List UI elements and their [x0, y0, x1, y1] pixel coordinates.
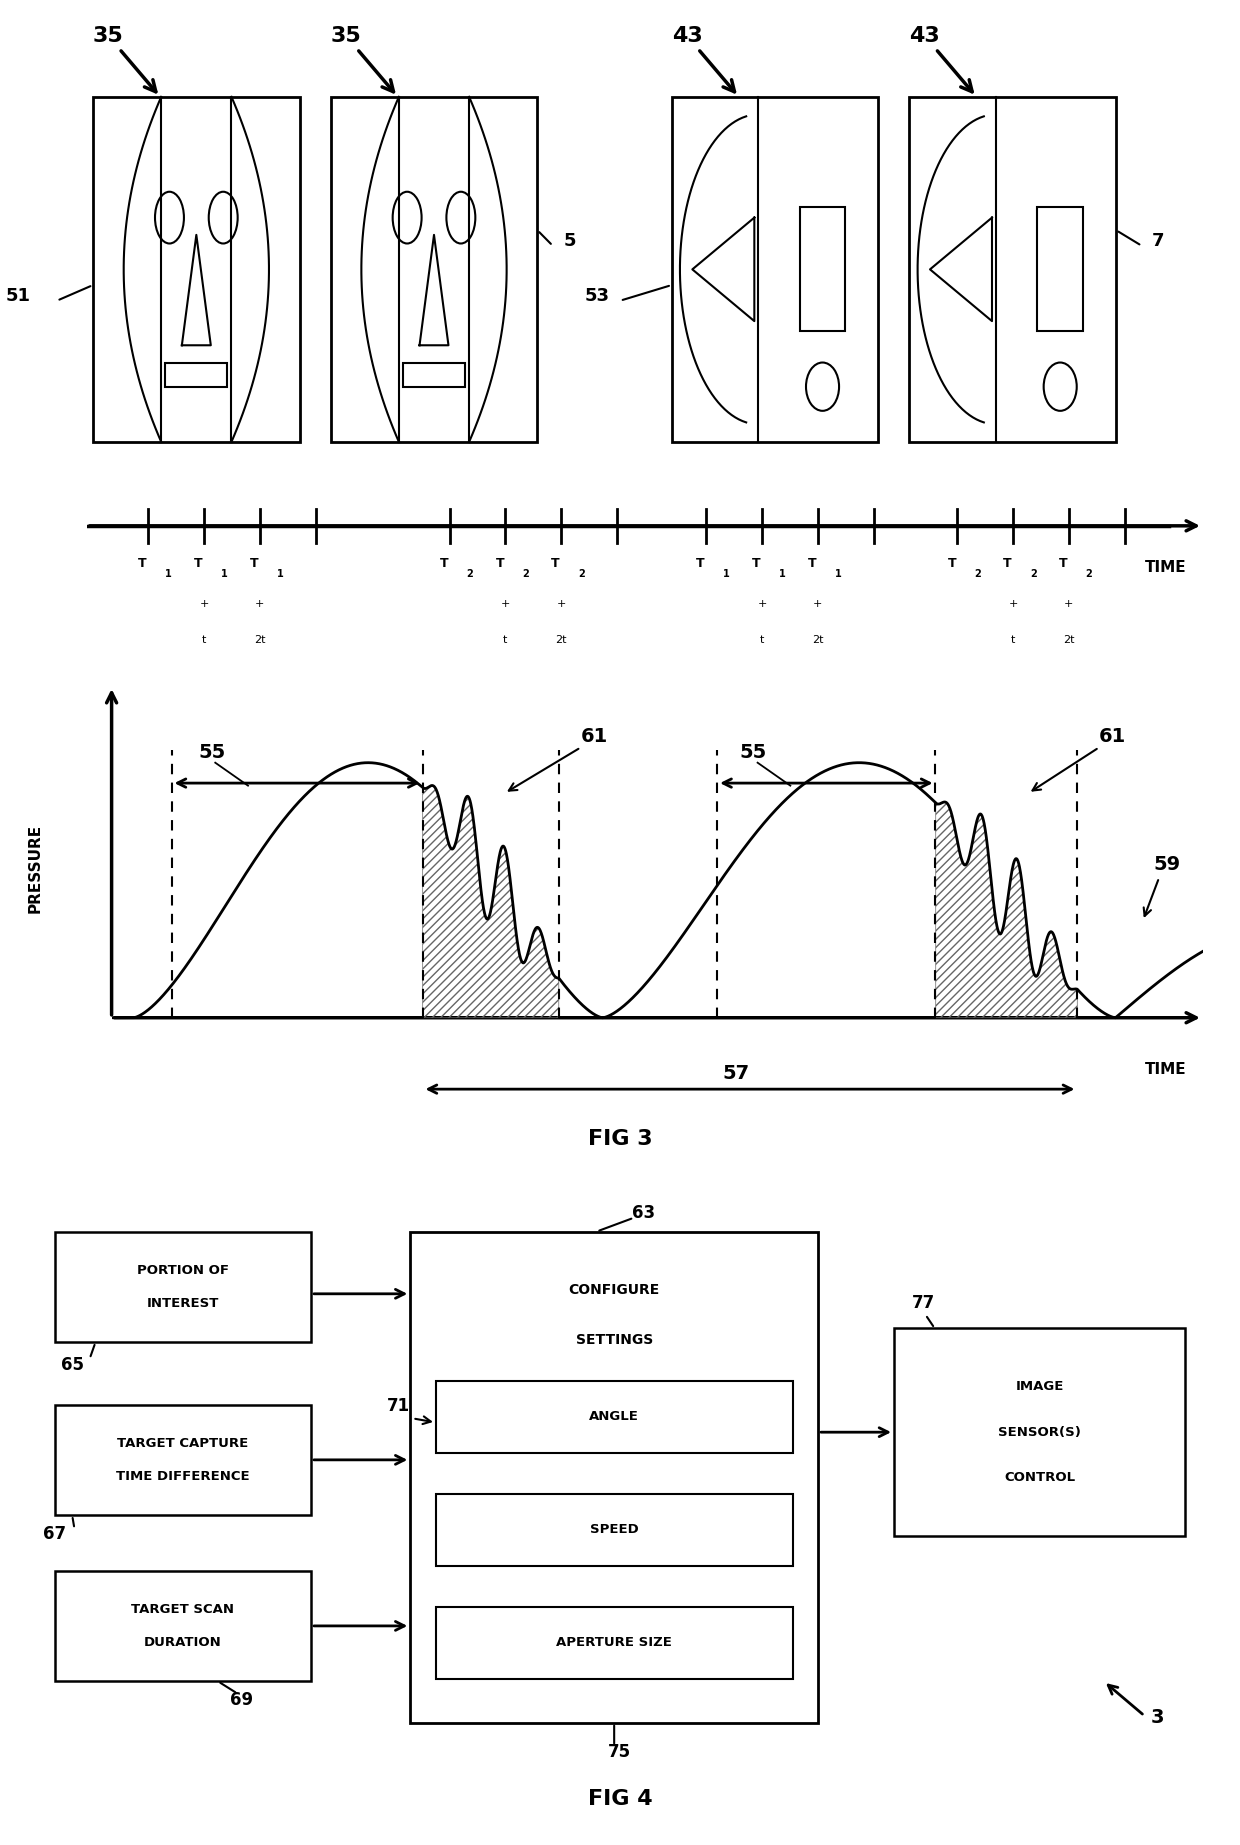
Text: DURATION: DURATION [144, 1637, 222, 1649]
Bar [93, 98, 300, 443]
Text: t: t [760, 635, 764, 646]
Text: TIME DIFFERENCE: TIME DIFFERENCE [117, 1470, 249, 1483]
Text: TARGET SCAN: TARGET SCAN [131, 1603, 234, 1616]
Text: 2t: 2t [812, 635, 823, 646]
Text: 2: 2 [973, 570, 981, 579]
Text: +: + [501, 600, 510, 609]
Bar [435, 1494, 792, 1566]
Text: 59: 59 [1153, 854, 1180, 875]
Bar [403, 362, 465, 387]
Text: T: T [440, 557, 448, 570]
Text: 55: 55 [198, 742, 226, 762]
Text: +: + [200, 600, 208, 609]
Bar [1038, 207, 1083, 332]
Text: T: T [753, 557, 760, 570]
Text: +: + [1008, 600, 1018, 609]
Text: 5: 5 [563, 232, 575, 249]
Text: T: T [496, 557, 503, 570]
Text: TIME: TIME [1145, 1063, 1187, 1077]
Text: 1: 1 [723, 570, 729, 579]
Text: 73: 73 [661, 1646, 684, 1664]
Text: +: + [813, 600, 822, 609]
Text: SPEED: SPEED [590, 1524, 639, 1537]
Text: 3: 3 [1151, 1708, 1164, 1727]
Text: 1: 1 [779, 570, 785, 579]
Text: INTEREST: INTEREST [146, 1297, 219, 1310]
Text: 35: 35 [331, 26, 393, 92]
Bar [800, 207, 846, 332]
Bar [672, 98, 878, 443]
Text: T: T [552, 557, 559, 570]
Text: 75: 75 [609, 1744, 631, 1762]
Bar [331, 98, 537, 443]
Text: 2t: 2t [254, 635, 265, 646]
Text: CONFIGURE: CONFIGURE [569, 1284, 660, 1297]
Text: 2t: 2t [556, 635, 567, 646]
Text: 2: 2 [522, 570, 528, 579]
Text: 1: 1 [165, 570, 171, 579]
Text: T: T [195, 557, 202, 570]
Text: T: T [250, 557, 258, 570]
Text: 57: 57 [723, 1065, 750, 1083]
Text: 7: 7 [1152, 232, 1164, 249]
Bar [55, 1570, 311, 1681]
Text: t: t [1011, 635, 1016, 646]
Bar [410, 1232, 818, 1723]
Text: SETTINGS: SETTINGS [575, 1332, 652, 1347]
Text: 53: 53 [585, 286, 610, 304]
Bar [435, 1380, 792, 1452]
Text: 2: 2 [466, 570, 472, 579]
Text: +: + [1064, 600, 1074, 609]
Bar [909, 98, 1116, 443]
Text: 69: 69 [229, 1690, 253, 1708]
Text: t: t [202, 635, 206, 646]
Text: 65: 65 [61, 1356, 83, 1375]
Text: 2t: 2t [1063, 635, 1075, 646]
Text: T: T [697, 557, 704, 570]
Text: 2: 2 [1085, 570, 1092, 579]
Text: PRESSURE: PRESSURE [27, 825, 42, 913]
Text: T: T [1003, 557, 1012, 570]
Text: TARGET CAPTURE: TARGET CAPTURE [118, 1437, 248, 1450]
Text: T: T [947, 557, 956, 570]
Text: CONTROL: CONTROL [1004, 1470, 1075, 1485]
Text: FIG 4: FIG 4 [588, 1790, 652, 1808]
Text: +: + [758, 600, 766, 609]
Text: TIME: TIME [1145, 561, 1185, 576]
Text: 35: 35 [93, 26, 156, 92]
Text: 71: 71 [387, 1397, 410, 1415]
Text: ANGLE: ANGLE [589, 1410, 639, 1422]
Text: 51: 51 [6, 286, 31, 304]
Text: PORTION OF: PORTION OF [136, 1264, 229, 1277]
Text: 55: 55 [739, 742, 766, 762]
Bar [55, 1232, 311, 1343]
Bar [435, 1607, 792, 1679]
Text: 61: 61 [1099, 727, 1126, 745]
Text: 43: 43 [672, 26, 734, 92]
Text: 1: 1 [835, 570, 841, 579]
Text: 63: 63 [631, 1203, 655, 1221]
Text: 67: 67 [43, 1524, 66, 1542]
Text: +: + [557, 600, 565, 609]
Bar [894, 1328, 1185, 1535]
Text: 1: 1 [277, 570, 283, 579]
Text: IMAGE: IMAGE [1016, 1380, 1064, 1393]
Text: 61: 61 [580, 727, 608, 745]
Text: SENSOR(S): SENSOR(S) [998, 1426, 1081, 1439]
Text: +: + [255, 600, 264, 609]
Text: 77: 77 [911, 1293, 935, 1312]
Text: 43: 43 [909, 26, 972, 92]
Text: T: T [1059, 557, 1068, 570]
Text: 2: 2 [578, 570, 584, 579]
Bar [165, 362, 227, 387]
Text: T: T [808, 557, 816, 570]
Text: T: T [139, 557, 146, 570]
Text: APERTURE SIZE: APERTURE SIZE [557, 1637, 672, 1649]
Text: 1: 1 [221, 570, 227, 579]
Bar [55, 1404, 311, 1515]
Text: 2: 2 [1029, 570, 1037, 579]
Text: t: t [503, 635, 507, 646]
Text: FIG 3: FIG 3 [588, 1129, 652, 1149]
